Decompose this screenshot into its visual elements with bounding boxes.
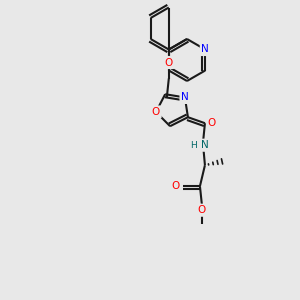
Text: O: O <box>172 181 180 191</box>
Text: N: N <box>201 140 209 150</box>
Text: O: O <box>165 58 173 68</box>
Text: O: O <box>198 205 206 215</box>
Text: N: N <box>181 92 189 102</box>
Text: H: H <box>190 141 197 150</box>
Text: O: O <box>208 118 216 128</box>
Text: O: O <box>152 107 160 117</box>
Text: N: N <box>201 44 209 55</box>
